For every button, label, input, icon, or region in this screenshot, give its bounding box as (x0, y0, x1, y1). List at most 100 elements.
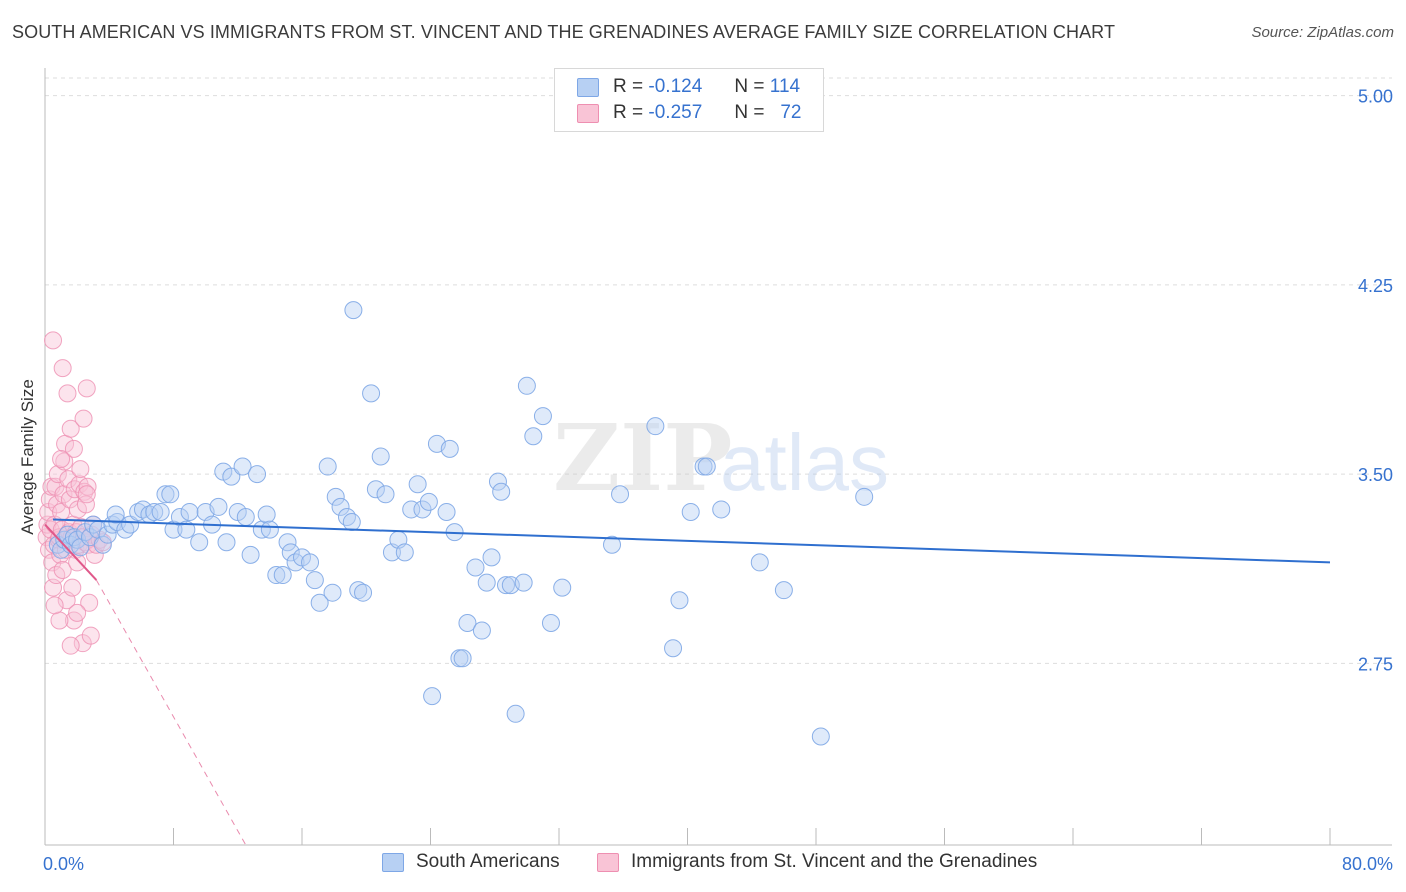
data-point (45, 596, 64, 615)
data-point (81, 626, 100, 645)
legend-r-value: -0.257 (648, 102, 703, 123)
data-point (492, 482, 511, 501)
data-point (121, 515, 140, 534)
data-point (349, 581, 368, 600)
data-point (236, 508, 255, 527)
data-point (318, 457, 337, 476)
data-point (440, 439, 459, 458)
data-point (53, 560, 72, 579)
data-point (366, 480, 385, 499)
data-point (190, 533, 209, 552)
data-point (180, 502, 199, 521)
data-point (80, 593, 99, 612)
data-point (281, 543, 300, 562)
data-point (811, 727, 830, 746)
data-point (209, 497, 228, 516)
legend-n-label: N = (734, 76, 765, 97)
data-point (233, 457, 252, 476)
chart-title: SOUTH AMERICAN VS IMMIGRANTS FROM ST. VI… (12, 22, 1116, 42)
data-point (419, 492, 438, 511)
data-point (477, 573, 496, 592)
data-point (305, 571, 324, 590)
data-point (248, 465, 267, 484)
trend-line-pink (44, 523, 98, 581)
legend-n-value: 72 (780, 102, 802, 123)
data-point (371, 447, 390, 466)
data-point (156, 485, 175, 504)
legend-n-label: N = (734, 102, 765, 123)
y-tick-label: 5.00 (1358, 87, 1393, 107)
watermark-atlas: atlas (720, 418, 889, 507)
data-point (472, 621, 491, 640)
data-point (61, 419, 80, 438)
data-point (241, 545, 260, 564)
data-point (267, 566, 286, 585)
x-tick-label: 0.0% (43, 854, 84, 874)
data-point (77, 379, 96, 398)
data-point (58, 384, 77, 403)
data-point (44, 331, 63, 350)
data-point (74, 409, 93, 428)
watermark: ZIP atlas (553, 404, 889, 512)
data-point (63, 578, 82, 597)
data-point (646, 417, 665, 436)
data-point (260, 520, 279, 539)
data-point (344, 301, 363, 320)
data-point (774, 581, 793, 600)
data-point (273, 566, 292, 585)
data-point (151, 502, 170, 521)
data-point (423, 687, 442, 706)
legend: R = -0.124 N = 114 R = -0.257 N = 72 (554, 68, 824, 132)
data-point (71, 460, 90, 479)
data-point (310, 593, 329, 612)
grid-lines (45, 77, 1392, 664)
data-point (466, 558, 485, 577)
data-point (53, 359, 72, 378)
data-point (68, 603, 87, 622)
data-point (59, 470, 78, 489)
bottom-legend-label-blue: South Americans (416, 851, 560, 872)
tick-labels: 5.00 4.25 3.50 2.75 0.0% 80.0% (43, 87, 1393, 874)
data-point (362, 384, 381, 403)
y-tick-label: 4.25 (1358, 276, 1393, 296)
data-point (278, 533, 297, 552)
trend-line-blue (52, 518, 1331, 564)
y-tick-label: 2.75 (1358, 654, 1393, 674)
data-point (712, 500, 731, 519)
data-point (38, 515, 57, 534)
bottom-legend-pink: Immigrants from St. Vincent and the Gren… (597, 851, 1037, 873)
data-point (61, 636, 80, 655)
legend-r-value: -0.124 (648, 76, 703, 97)
legend-n-value: 114 (769, 76, 801, 97)
data-point (337, 508, 356, 527)
data-point (611, 485, 630, 504)
data-point (68, 553, 87, 572)
data-point (222, 467, 241, 486)
data-point (413, 500, 432, 519)
data-point (323, 583, 342, 602)
data-point (55, 452, 74, 471)
data-point (106, 505, 125, 524)
data-point (458, 613, 477, 632)
legend-r-label: R = (613, 102, 644, 123)
data-point (98, 525, 117, 544)
data-point (376, 485, 395, 504)
data-point (177, 520, 196, 539)
data-point (257, 505, 276, 524)
bottom-legend-swatch-pink (597, 852, 619, 872)
bottom-legend-swatch-blue (382, 852, 404, 872)
data-point (408, 475, 427, 494)
data-point (78, 477, 97, 496)
data-point (603, 535, 622, 554)
data-point (145, 502, 164, 521)
trend-lines (44, 518, 1331, 846)
data-point (342, 513, 361, 532)
data-point (697, 457, 716, 476)
data-point (77, 485, 96, 504)
axes (44, 68, 1392, 846)
data-point (670, 591, 689, 610)
legend-r-label: R = (613, 76, 644, 97)
data-point (524, 427, 543, 446)
data-point (496, 576, 515, 595)
